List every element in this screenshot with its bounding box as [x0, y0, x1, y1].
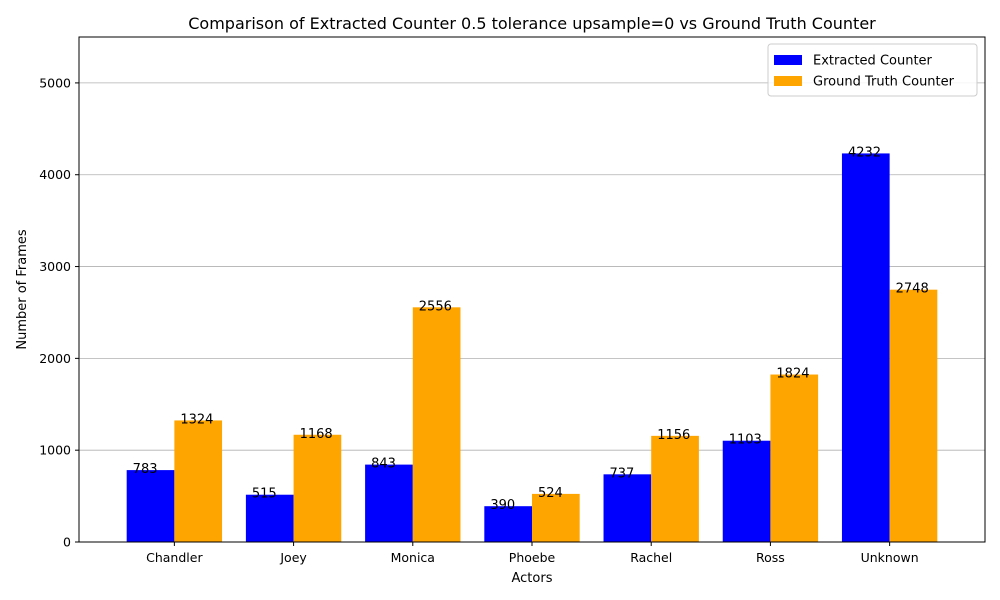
x-tick-label: Rachel — [630, 550, 672, 565]
data-label: 1156 — [657, 428, 690, 443]
bar-extracted-ross — [722, 440, 771, 542]
bar-ground-truth-phoebe — [532, 493, 580, 542]
x-tick-label: Phoebe — [509, 550, 556, 565]
bar-extracted-joey — [245, 494, 294, 542]
bar-extracted-chandler — [126, 470, 175, 542]
y-tick-label: 4000 — [39, 167, 71, 182]
legend-swatch — [774, 55, 802, 65]
y-tick-label: 1000 — [39, 443, 71, 458]
bar-ground-truth-rachel — [651, 435, 699, 542]
data-label: 737 — [610, 466, 635, 481]
x-tick-label: Ross — [756, 550, 785, 565]
bar-extracted-monica — [365, 464, 413, 542]
data-label: 1324 — [180, 412, 213, 427]
legend: Extracted Counter Ground Truth Counter — [767, 43, 978, 97]
legend-label: Ground Truth Counter — [813, 75, 955, 90]
chart-title: Comparison of Extracted Counter 0.5 tole… — [188, 14, 876, 33]
bar-ground-truth-monica — [412, 307, 461, 542]
data-label: 2556 — [419, 299, 452, 314]
data-label: 1824 — [776, 367, 809, 382]
bar-ground-truth-chandler — [174, 420, 223, 542]
legend-label: Extracted Counter — [813, 54, 933, 69]
x-axis-label: Actors — [512, 571, 553, 586]
data-label: 515 — [252, 487, 277, 502]
data-label: 524 — [538, 486, 563, 501]
x-tick-label: Monica — [391, 550, 435, 565]
data-label: 4232 — [848, 145, 881, 160]
data-label: 783 — [133, 462, 158, 477]
y-tick-label: 2000 — [39, 351, 71, 366]
x-tick-label: Chandler — [146, 550, 203, 565]
bar-ground-truth-ross — [770, 374, 819, 542]
y-axis-label: Number of Frames — [15, 229, 30, 350]
bar-ground-truth-joey — [293, 434, 342, 542]
data-label: 390 — [490, 498, 515, 513]
y-axis-ticks: 0 1000 2000 3000 4000 5000 — [39, 75, 79, 550]
bar-extracted-phoebe — [484, 506, 532, 542]
y-tick-label: 3000 — [39, 259, 71, 274]
y-tick-label: 5000 — [39, 75, 71, 90]
bar-extracted-unknown — [841, 153, 890, 542]
x-tick-label: Unknown — [861, 550, 919, 565]
bar-extracted-rachel — [603, 474, 652, 542]
bar-ground-truth-unknown — [889, 289, 938, 542]
legend-box — [767, 43, 978, 97]
bars — [126, 153, 938, 542]
data-label: 2748 — [896, 282, 929, 297]
y-tick-label: 0 — [63, 535, 71, 550]
data-label: 843 — [371, 457, 396, 472]
legend-swatch — [774, 76, 802, 86]
data-label: 1103 — [729, 433, 762, 448]
data-labels: 783 1324 515 1168 843 2556 390 524 737 1156 1103 18… — [133, 145, 929, 513]
data-label: 1168 — [300, 427, 333, 442]
x-tick-label: Joey — [279, 550, 307, 565]
x-axis-ticks: Chandler Joey Monica Phoebe Rachel Ross Unknow… — [146, 542, 919, 565]
